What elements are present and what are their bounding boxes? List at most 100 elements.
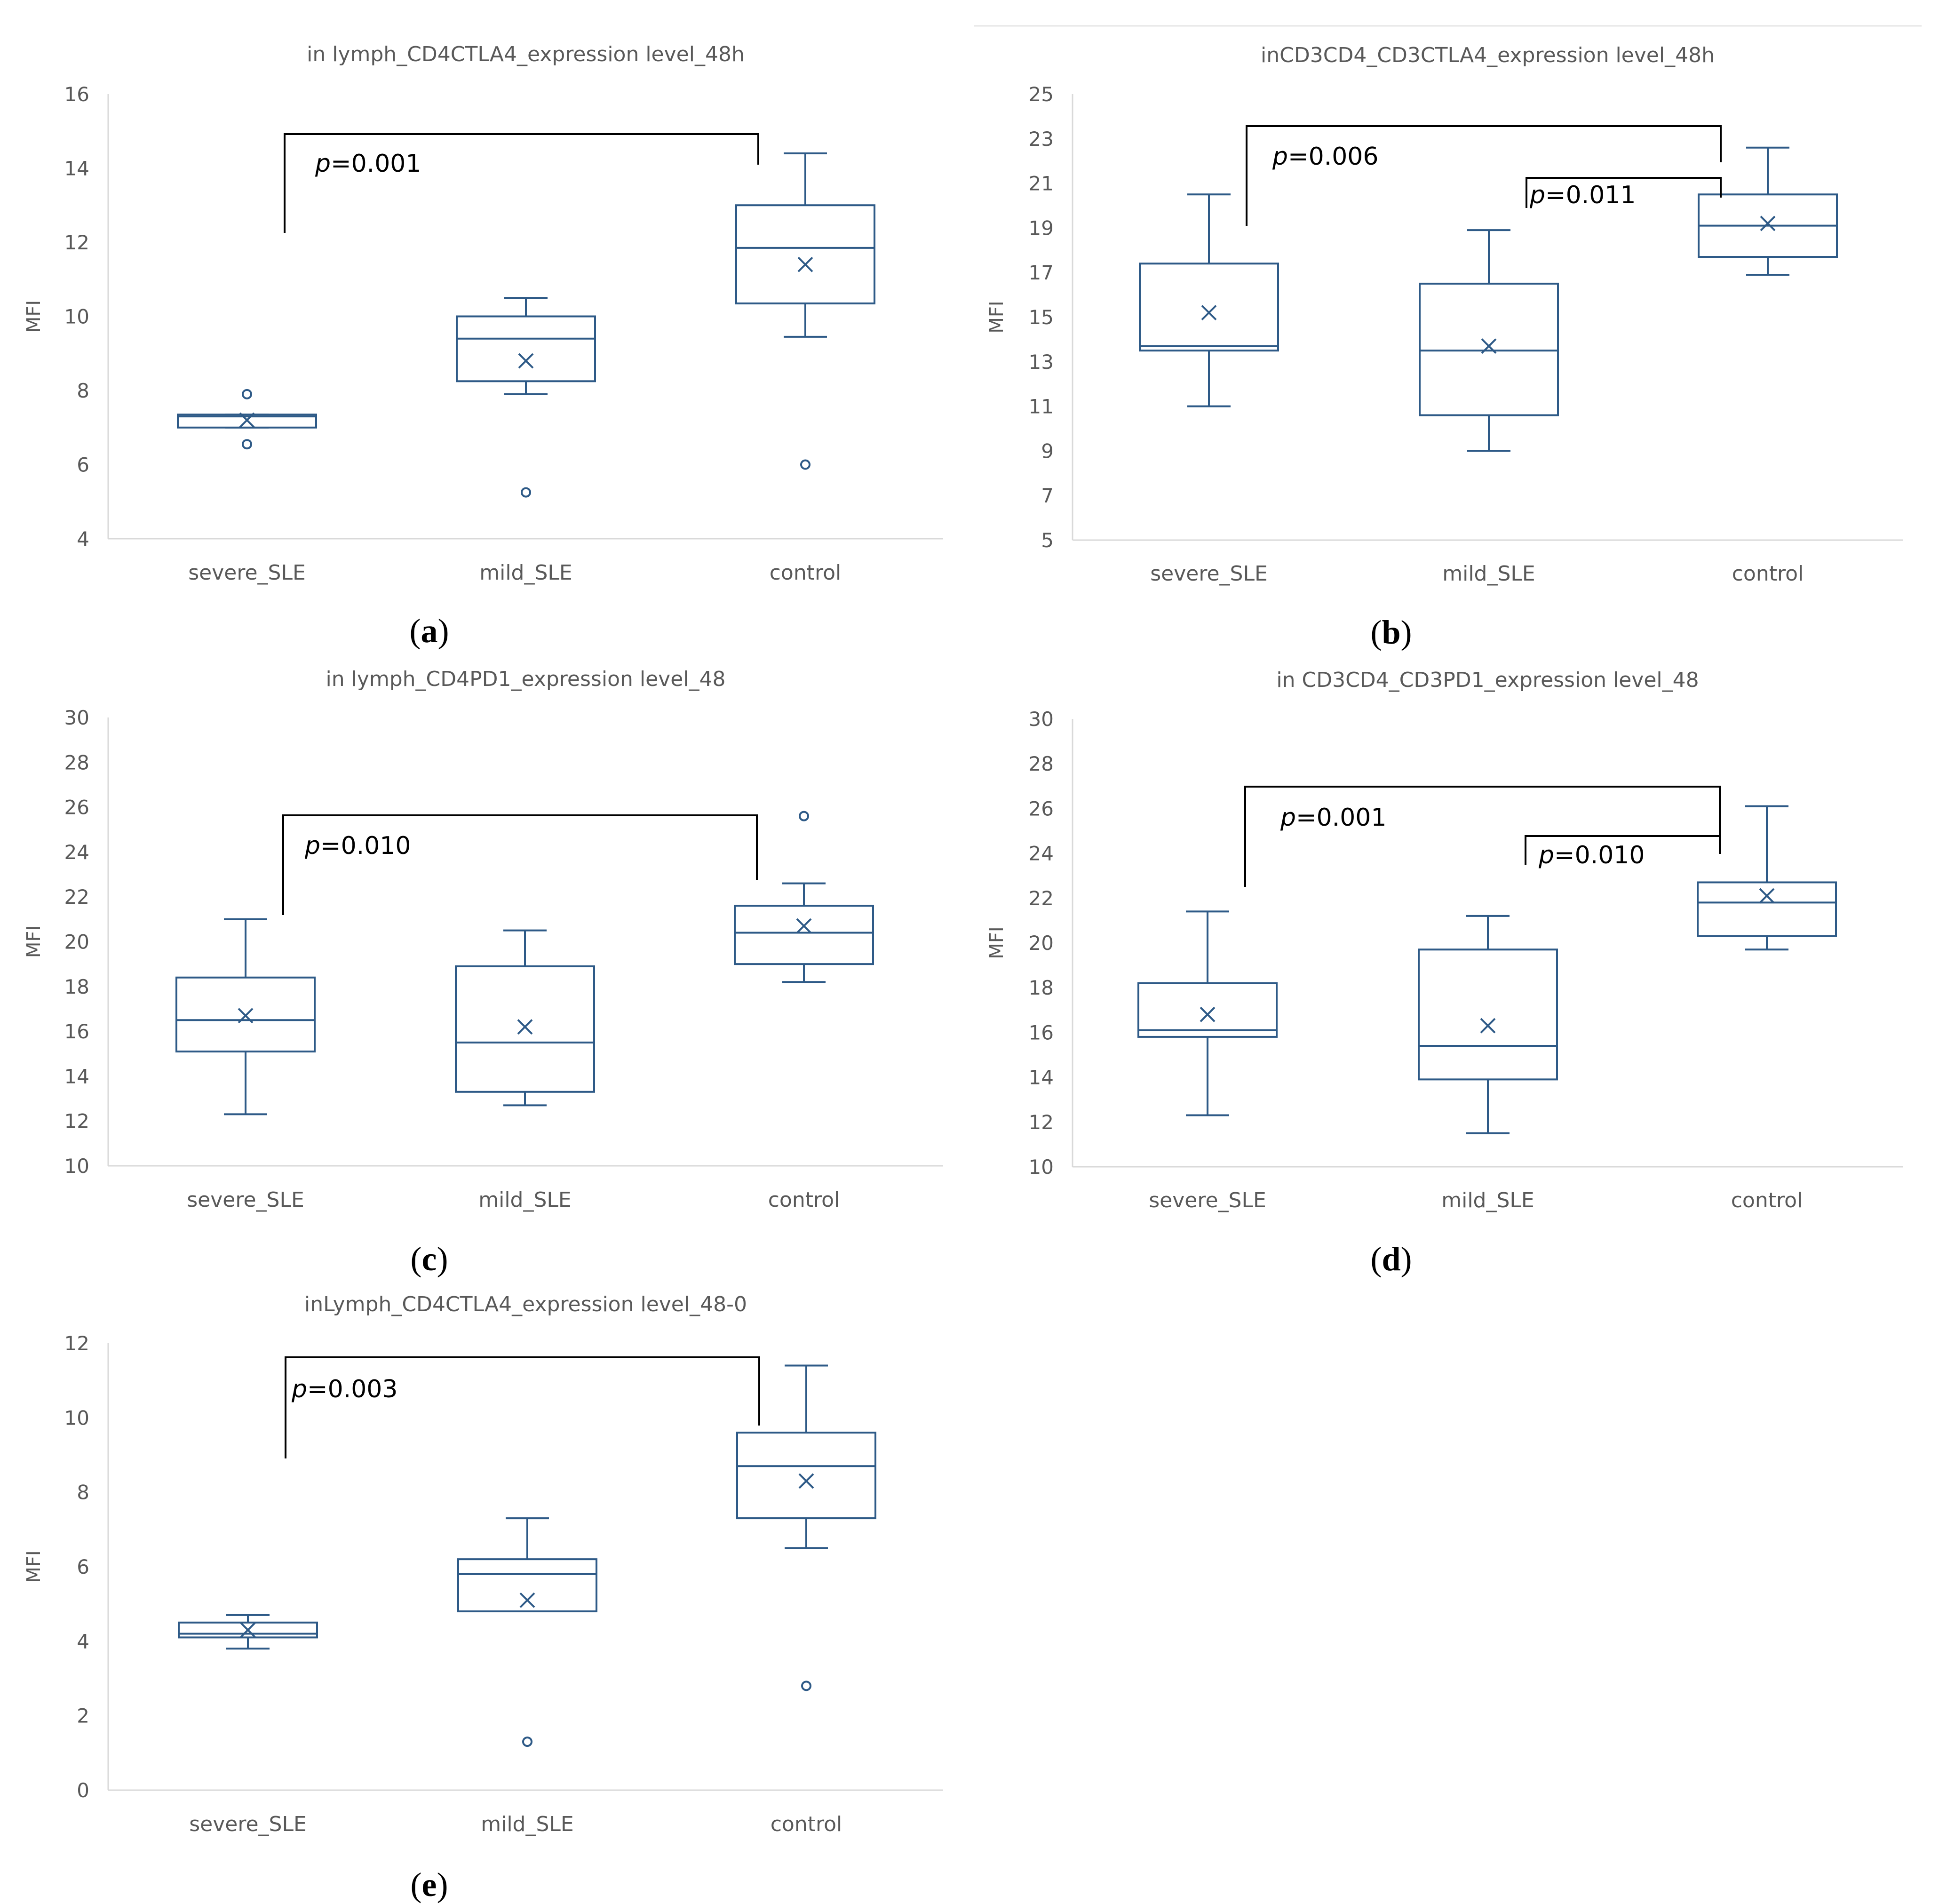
x-category-label: mild_SLE: [1442, 562, 1535, 586]
significance-bracket: p=0.001: [284, 133, 759, 233]
y-axis-label: MFI: [23, 925, 45, 958]
panel-2: inCD3CD4_CD3CTLA4_expression level_48h 5 7…: [986, 43, 1903, 651]
iqr-box: [1137, 982, 1278, 1038]
y-tick-label: 10: [64, 305, 89, 328]
outlier-point: [801, 1681, 811, 1691]
y-axis-label: MFI: [23, 1550, 45, 1583]
box-control: [736, 1364, 876, 1691]
y-tick-label: 16: [64, 1020, 89, 1043]
iqr-box: [734, 905, 874, 965]
significance-bracket: p =0.001: [1244, 786, 1721, 887]
box-severe_SLE: [1137, 910, 1278, 1116]
chart-title: in lymph_CD4CTLA4_expression level_48h: [307, 42, 745, 66]
y-tick-label: 28: [1029, 752, 1054, 775]
mean-marker: [240, 1622, 256, 1638]
p-value: =0.003: [307, 1375, 397, 1403]
p-symbol: p: [1538, 841, 1554, 869]
chart-title: inCD3CD4_CD3CTLA4_expression level_48h: [1261, 43, 1715, 67]
panel-label: (c): [411, 1240, 448, 1278]
y-axis-label: MFI: [986, 926, 1008, 959]
x-category-label: control: [1732, 562, 1804, 586]
iqr-box: [1139, 263, 1279, 352]
mean-marker: [239, 412, 255, 428]
y-tick-label: 18: [64, 975, 89, 998]
box-mild_SLE: [1419, 229, 1559, 452]
y-tick-label: 2: [77, 1705, 89, 1728]
y-tick-label: 6: [77, 1555, 89, 1578]
y-tick-label: 4: [77, 527, 89, 550]
mean-marker: [519, 1592, 535, 1608]
y-tick-label: 30: [1029, 708, 1054, 731]
significance-bracket: p=0.006: [1246, 125, 1722, 226]
y-tick-label: 16: [1029, 1021, 1054, 1044]
box-severe_SLE: [178, 1614, 318, 1650]
box-control: [1698, 146, 1838, 276]
p-value-label: p=0.001: [1280, 804, 1386, 832]
mean-marker: [1481, 338, 1497, 354]
y-tick-label: 24: [1029, 842, 1054, 865]
bracket-line: [1246, 125, 1722, 226]
box-control: [735, 152, 875, 470]
chart-title: in CD3CD4_CD3PD1_expression level_48: [1276, 668, 1699, 692]
mean-marker: [1759, 888, 1775, 904]
panel-label: (d): [1370, 1240, 1412, 1278]
x-category-label: control: [770, 561, 842, 585]
p-value: =0.001: [1296, 804, 1386, 832]
chart-title: in lymph_CD4PD1_expression level_48: [326, 667, 726, 691]
x-category-label: severe_SLE: [189, 1812, 307, 1836]
y-tick-label: 8: [77, 1481, 89, 1504]
x-category-label: severe_SLE: [1149, 1188, 1266, 1212]
mean-marker: [798, 1473, 814, 1489]
significance-bracket: p=0.010: [1525, 835, 1721, 869]
iqr-box: [1418, 948, 1558, 1081]
y-axis-label: MFI: [23, 300, 45, 333]
p-value: =0.010: [320, 832, 411, 860]
y-tick-label: 26: [1029, 797, 1054, 820]
p-value: =0.006: [1288, 143, 1378, 171]
mean-marker: [1200, 1006, 1216, 1022]
x-category-label: mild_SLE: [479, 561, 572, 585]
outlier-point: [242, 439, 252, 450]
p-value: =0.001: [331, 150, 421, 178]
box-severe_SLE: [1139, 193, 1279, 407]
outlier-point: [522, 1737, 532, 1747]
y-tick-label: 17: [1029, 261, 1054, 284]
y-tick-label: 22: [64, 885, 89, 908]
y-tick-label: 28: [64, 751, 89, 774]
y-tick-label: 13: [1029, 351, 1054, 374]
p-symbol: p: [1529, 181, 1545, 209]
p-value-label: p=0.001: [315, 150, 421, 178]
x-category-label: mild_SLE: [1441, 1188, 1534, 1212]
y-tick-label: 12: [64, 1110, 89, 1133]
x-category-label: severe_SLE: [187, 1188, 304, 1212]
y-tick-label: 10: [64, 1406, 89, 1429]
panel-label: (e): [411, 1866, 448, 1904]
x-category-label: severe_SLE: [188, 561, 306, 585]
panel-label: (b): [1370, 613, 1412, 651]
y-tick-label: 30: [64, 706, 89, 729]
bracket-line: [282, 814, 758, 915]
y-tick-label: 26: [64, 796, 89, 819]
p-symbol: p: [291, 1375, 307, 1403]
y-tick-label: 10: [64, 1155, 89, 1178]
p-symbol: p: [315, 150, 331, 178]
y-tick-label: 14: [64, 157, 89, 180]
bracket-line: [1244, 786, 1721, 887]
y-tick-label: 7: [1041, 484, 1054, 507]
p-value-label: p=0.010: [304, 832, 411, 860]
mean-marker: [238, 1008, 254, 1024]
y-tick-label: 19: [1029, 216, 1054, 239]
box-mild_SLE: [455, 929, 595, 1107]
p-symbol: p: [1272, 143, 1288, 171]
p-value-label: p=0.011: [1529, 181, 1636, 209]
y-tick-label: 0: [77, 1779, 89, 1802]
y-tick-label: 18: [1029, 976, 1054, 999]
y-tick-label: 22: [1029, 887, 1054, 910]
x-category-label: severe_SLE: [1150, 562, 1268, 586]
mean-marker: [796, 918, 812, 934]
x-category-label: control: [771, 1812, 842, 1836]
panel-1: in lymph_CD4CTLA4_expression level_48h 4 6…: [23, 42, 943, 650]
iqr-box: [1419, 282, 1559, 416]
bracket-line: [1526, 177, 1722, 208]
mean-marker: [1760, 215, 1776, 231]
